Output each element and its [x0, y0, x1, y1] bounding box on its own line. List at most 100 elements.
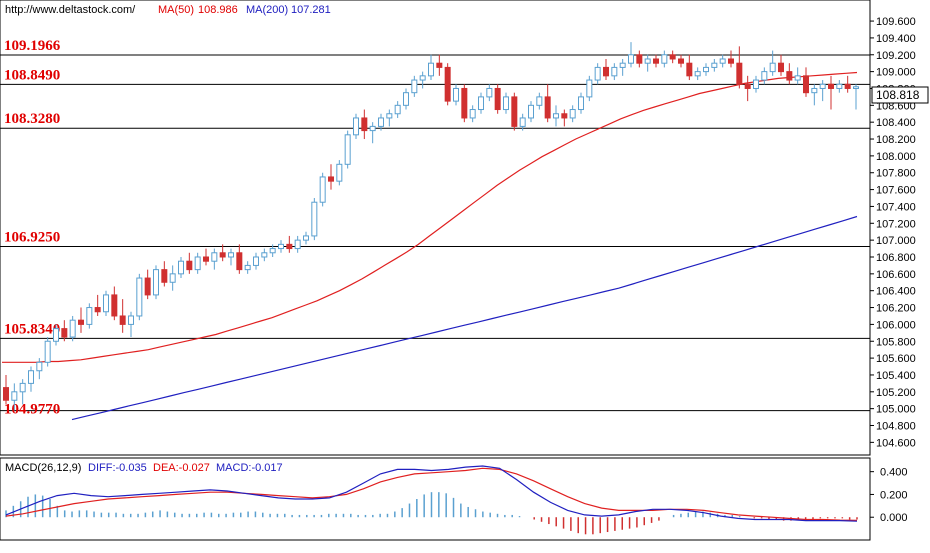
candle-body [561, 113, 568, 119]
moving-averages [2, 71, 858, 421]
candle-body [369, 125, 376, 132]
price-tick-label: 106.600 [876, 269, 916, 281]
candle-body [453, 87, 459, 102]
price-tick-label: 106.800 [876, 252, 916, 264]
price-tick-label: 107.200 [876, 218, 916, 230]
candle-body [678, 58, 684, 64]
price-axis: 104.600 104.800 105.000 105.200 105.400 105.6… [870, 16, 916, 449]
candle-body [428, 62, 434, 77]
candle-body [511, 96, 518, 127]
candle-body [178, 260, 184, 275]
macd-tick-label: 0.000 [880, 512, 908, 524]
price-tick-label: 107.000 [876, 235, 916, 247]
price-tick-label: 109.200 [876, 50, 916, 62]
candle-body [794, 75, 801, 81]
candle-body [111, 294, 118, 317]
candle-body [494, 87, 501, 111]
macd-histogram [5, 492, 858, 535]
candle-body [486, 87, 493, 98]
level-label: 108.8490 [4, 67, 60, 83]
candle-body [261, 252, 268, 258]
candle-body [836, 83, 843, 89]
candle-body [136, 277, 143, 317]
candle-body [828, 83, 834, 89]
candle-body [711, 62, 718, 68]
price-tick-label: 107.800 [876, 168, 916, 180]
candle-body [311, 201, 318, 237]
candle-body [144, 277, 151, 296]
macd-panel-frame [0, 457, 871, 541]
candle-body [303, 235, 309, 241]
candle-body [728, 58, 734, 64]
candle-body [694, 71, 701, 77]
level-label: 105.8340 [4, 321, 60, 337]
ma200-line [71, 215, 858, 421]
price-tick-label: 107.600 [876, 185, 916, 197]
candle-body [103, 294, 109, 313]
candle-body [844, 83, 851, 89]
candle-body [386, 113, 393, 119]
price-tick-label: 107.400 [876, 201, 916, 213]
candle-body [803, 75, 809, 94]
candle-body [544, 96, 551, 119]
candle-body [703, 66, 709, 73]
macd-diff-line [5, 465, 858, 522]
current-price: 108.818 [876, 88, 920, 102]
candle-body [753, 79, 759, 89]
price-tick-label: 108.000 [876, 151, 916, 163]
candle-body [36, 361, 43, 372]
candle-body [194, 256, 201, 271]
candle-body [344, 134, 351, 165]
price-tick-label: 105.600 [876, 353, 916, 365]
macd-axis: 0.400 0.200 0.000 [870, 467, 908, 524]
level-label: 108.3280 [4, 111, 60, 127]
candle-body [653, 58, 659, 64]
candle-body [319, 176, 326, 203]
candle-body [603, 66, 609, 77]
candle-body [536, 96, 543, 106]
candle-body [161, 269, 168, 283]
candle-body [394, 104, 401, 115]
price-tick-label: 108.200 [876, 134, 916, 146]
candle-body [719, 58, 726, 64]
site-url: http://www.deltastock.com/ [5, 4, 136, 16]
candle-body [744, 83, 751, 89]
candle-body [244, 264, 251, 271]
price-tick-label: 109.000 [876, 67, 916, 79]
macd-tick-label: 0.200 [880, 489, 908, 501]
candle-body [611, 66, 618, 77]
price-panel-frame [0, 0, 871, 456]
macd-dea: DEA:-0.027 [153, 462, 210, 474]
candle-body [119, 315, 126, 325]
candle-body [761, 71, 768, 81]
candle-body [461, 87, 468, 119]
level-label: 106.9250 [4, 229, 60, 245]
candle-body [419, 75, 426, 81]
ma50-value: 108.986 [198, 4, 238, 16]
candle-body [203, 256, 209, 262]
candle-body [403, 92, 409, 106]
ma200-label: MA(200) [246, 4, 288, 16]
candle-body [578, 96, 584, 111]
candle-body [94, 307, 101, 313]
ma200-value: 107.281 [291, 4, 331, 16]
candle-body [528, 104, 534, 119]
candle-body [253, 256, 259, 266]
price-tick-label: 105.200 [876, 387, 916, 399]
ma50-label: MA(50) [158, 4, 194, 16]
candle-body [519, 117, 526, 127]
current-price-box [871, 86, 929, 104]
candle-body [436, 62, 443, 68]
candle-body [636, 54, 643, 64]
level-label: 104.9770 [4, 402, 60, 418]
price-tick-label: 106.200 [876, 303, 916, 315]
candle-body [61, 328, 68, 338]
candle-body [53, 328, 59, 342]
macd-dea-line [5, 467, 858, 521]
candle-body [169, 273, 176, 283]
candle-body [853, 86, 859, 89]
candle-body [153, 269, 159, 296]
macd-diff: DIFF:-0.035 [88, 462, 147, 474]
